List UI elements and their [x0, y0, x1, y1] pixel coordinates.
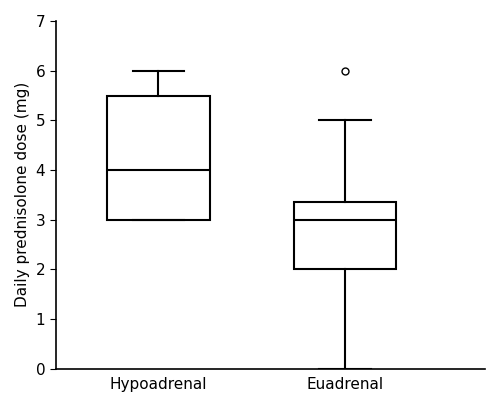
PathPatch shape [294, 202, 397, 269]
Y-axis label: Daily prednisolone dose (mg): Daily prednisolone dose (mg) [15, 82, 30, 307]
PathPatch shape [107, 96, 210, 220]
